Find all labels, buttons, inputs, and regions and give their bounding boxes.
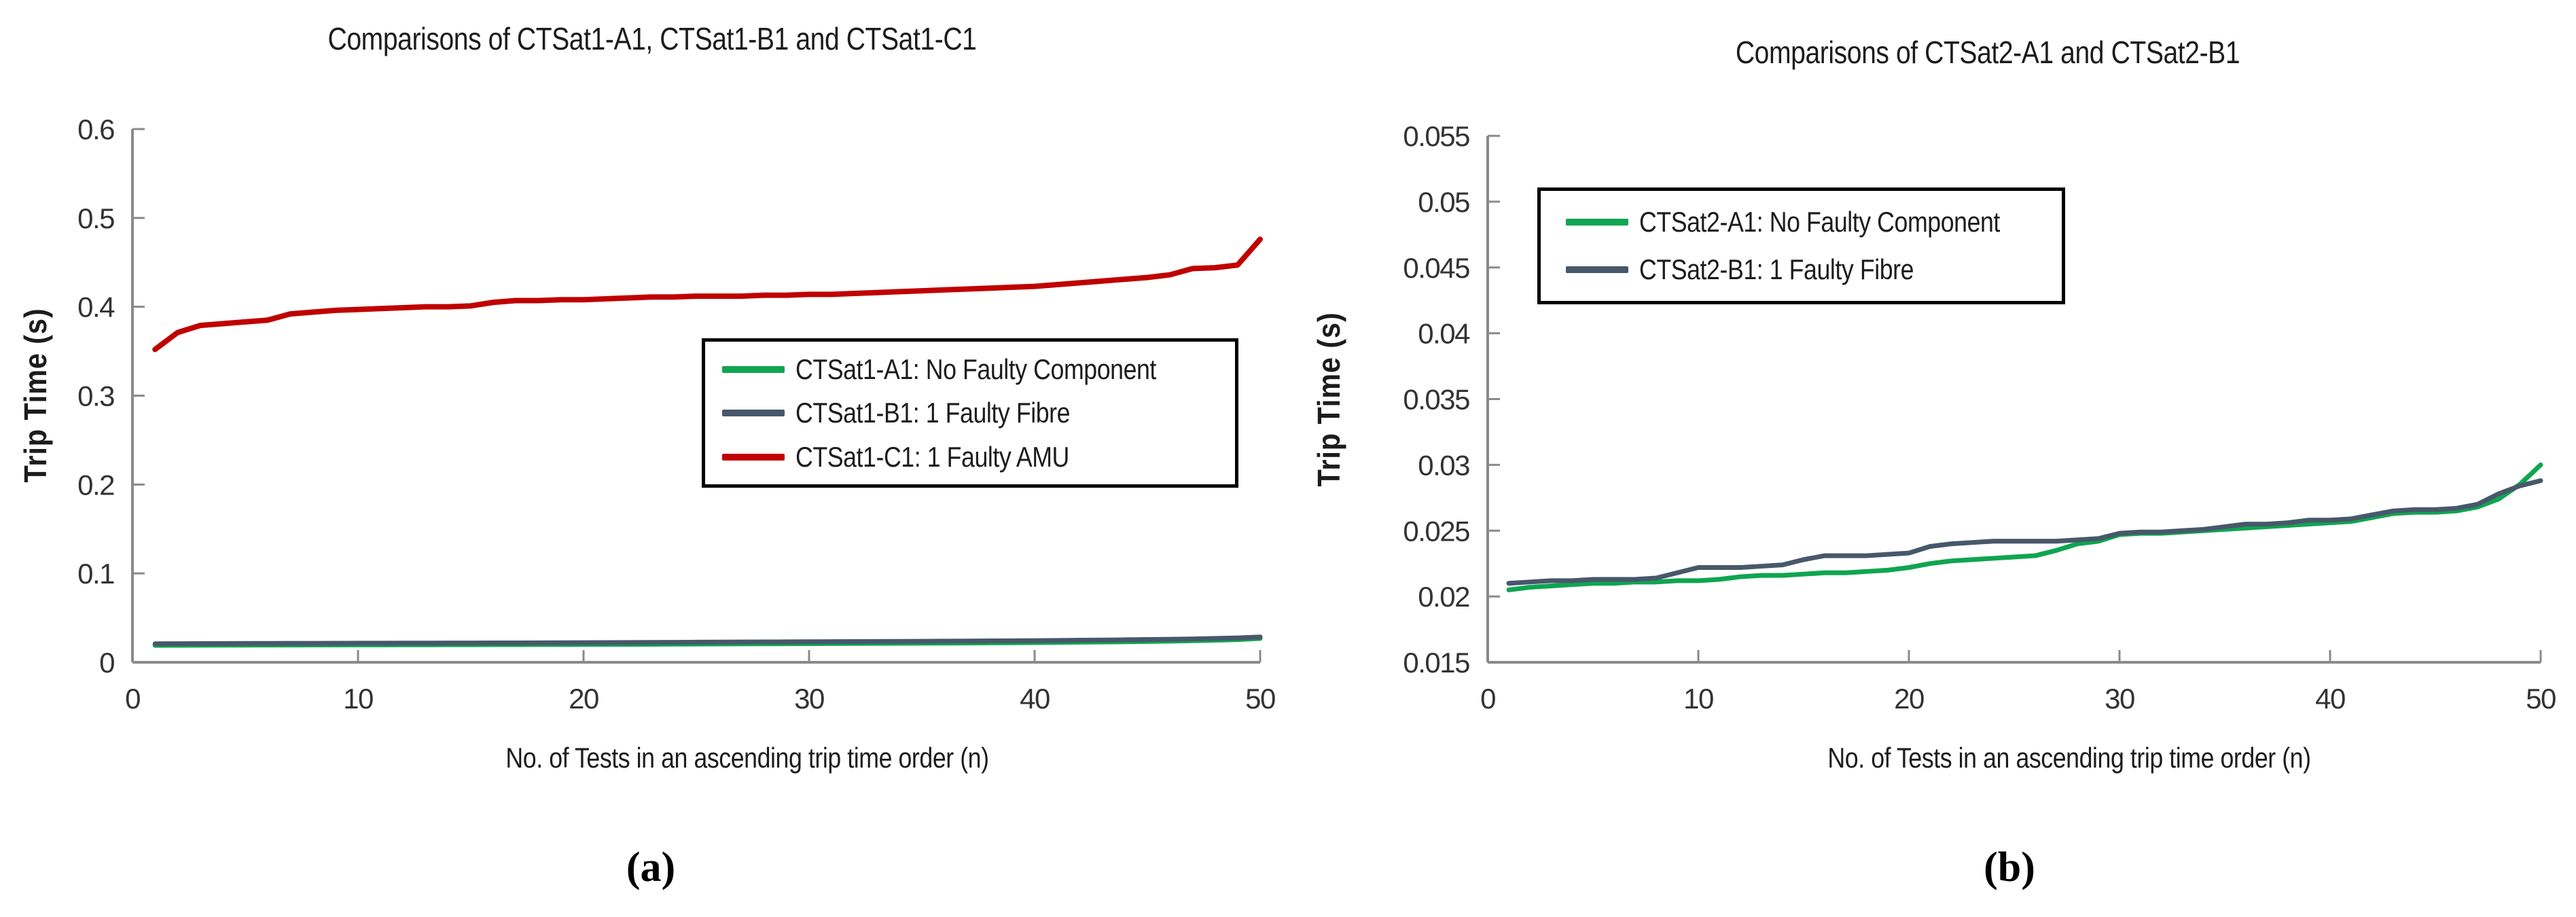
legend-item: CTSat1-C1: 1 Faulty AMU (722, 441, 1235, 473)
series-line-CTSat1-C1 (152, 236, 1263, 353)
y-tick-label: 0.05 (1418, 186, 1469, 218)
legend-line-sample-icon (722, 365, 785, 373)
x-tick-label: 20 (569, 683, 598, 715)
x-tick-label: 0 (125, 683, 140, 715)
y-tick-label: 0.035 (1403, 384, 1469, 416)
plot-svg-a: 0 10 20 30 40 50 0 0.1 0.2 0.3 0.4 0.5 0.6 (77, 113, 1276, 715)
x-tick-label: 30 (794, 683, 824, 715)
legend-item: CTSat2-A1: No Faulty Component (1566, 206, 2062, 238)
legend-item: CTSat2-B1: 1 Faulty Fibre (1566, 253, 2062, 286)
legend-a: CTSat1-A1: No Faulty Component CTSat1-B1:… (702, 338, 1238, 488)
series-line-CTSat1-B1 (152, 634, 1263, 647)
caption-a: (a) (626, 844, 676, 891)
legend-line-sample-icon (1566, 266, 1628, 273)
chart-title-a: Comparisons of CTSat1-A1, CTSat1-B1 and … (327, 21, 977, 56)
legend-line-sample-icon (722, 410, 785, 416)
y-tick-label: 0.025 (1403, 515, 1469, 547)
legend-item-label: CTSat2-B1: 1 Faulty Fibre (1639, 253, 1914, 285)
x-tick-label: 0 (1480, 683, 1495, 715)
legend-line-sample-icon (1566, 219, 1628, 226)
x-tick-label: 50 (1245, 683, 1275, 715)
x-tick-label: 30 (2105, 683, 2134, 715)
y-tick-label: 0 (99, 647, 114, 679)
x-axis-title-a: No. of Tests in an ascending trip time o… (505, 742, 989, 774)
series-line-CTSat2-B1 (1506, 478, 2543, 586)
x-tick-label: 40 (2315, 683, 2345, 715)
x-tick-label: 40 (1020, 683, 1050, 715)
caption-b: (b) (1984, 844, 2035, 891)
legend-item: CTSat1-B1: 1 Faulty Fibre (722, 397, 1235, 429)
x-tick-label: 20 (1894, 683, 1924, 715)
y-tick-label: 0.4 (77, 291, 115, 323)
legend-item-label: CTSat1-C1: 1 Faulty AMU (795, 440, 1069, 473)
y-tick-label: 0.6 (77, 113, 114, 145)
y-tick-label: 0.04 (1418, 318, 1470, 350)
x-tick-label: 10 (343, 683, 373, 715)
legend-b: CTSat2-A1: No Faulty Component CTSat2-B1:… (1537, 187, 2065, 304)
y-axis-title-b: Trip Time (s) (1311, 312, 1346, 487)
legend-item-label: CTSat2-A1: No Faulty Component (1639, 206, 2000, 238)
chart-panel-a: 0 10 20 30 40 50 0 0.1 0.2 0.3 0.4 0.5 0.6 Compariso… (18, 21, 1276, 891)
y-tick-label: 0.2 (77, 469, 114, 501)
y-tick-label: 0.03 (1418, 449, 1469, 481)
legend-line-sample-icon (722, 453, 785, 461)
y-tick-label: 0.015 (1403, 647, 1469, 679)
x-tick-label: 50 (2526, 683, 2556, 715)
y-tick-label: 0.045 (1403, 252, 1469, 284)
legend-item: CTSat1-A1: No Faulty Component (722, 353, 1235, 386)
legend-item-label: CTSat1-B1: 1 Faulty Fibre (795, 397, 1071, 429)
x-tick-label: 10 (1683, 683, 1713, 715)
chart-title-b: Comparisons of CTSat2-A1 and CTSat2-B1 (1735, 35, 2240, 70)
x-axis-title-b: No. of Tests in an ascending trip time o… (1827, 742, 2311, 774)
plot-svg-b: 0 10 20 30 40 50 0.015 0.02 0.025 0.03 0.035 0.04 0.… (1403, 120, 2556, 715)
y-tick-label: 0.3 (77, 380, 114, 412)
legend-item-label: CTSat1-A1: No Faulty Component (795, 353, 1156, 385)
y-axis-title-a: Trip Time (s) (18, 308, 53, 483)
y-tick-label: 0.1 (77, 558, 114, 590)
chart-panel-b: 0 10 20 30 40 50 0.015 0.02 0.025 0.03 0.035 0.04 0.… (1288, 0, 2576, 917)
series-line-CTSat2-A1 (1506, 462, 2543, 592)
y-tick-label: 0.055 (1403, 120, 1469, 152)
y-tick-label: 0.5 (77, 202, 114, 234)
y-tick-label: 0.02 (1418, 581, 1469, 613)
